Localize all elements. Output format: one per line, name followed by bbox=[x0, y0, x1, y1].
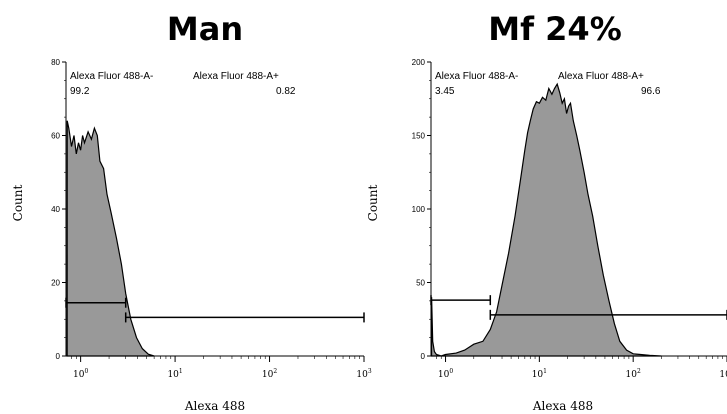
gate-value-pos-man: 0.82 bbox=[276, 86, 296, 97]
x-tick-label-man: 100 bbox=[73, 368, 88, 380]
y-axis-title-mf: Count bbox=[366, 184, 380, 222]
y-tick-label-mf: 100 bbox=[412, 205, 426, 214]
histogram-mf bbox=[430, 82, 662, 357]
y-axis-title-man: Count bbox=[11, 184, 25, 222]
y-tick-label-man: 40 bbox=[51, 205, 60, 214]
x-tick-label-man: 101 bbox=[167, 368, 182, 380]
y-tick-label-mf: 200 bbox=[412, 58, 426, 67]
x-tick-label-mf: 100 bbox=[438, 368, 453, 380]
x-axis-title-mf: Alexa 488 bbox=[532, 399, 594, 413]
x-axis-title-man: Alexa 488 bbox=[184, 399, 246, 413]
gate-value-pos-mf: 96.6 bbox=[641, 86, 661, 97]
x-tick-label-mf: 102 bbox=[626, 368, 641, 380]
panel-title-mf: Mf 24% bbox=[488, 10, 622, 48]
gate-value-neg-man: 99.2 bbox=[70, 86, 90, 97]
gate-label-pos-mf: Alexa Fluor 488-A+ bbox=[558, 71, 644, 82]
y-tick-label-man: 20 bbox=[51, 279, 60, 288]
y-tick-label-man: 80 bbox=[51, 58, 60, 67]
y-tick-label-mf: 50 bbox=[416, 279, 425, 288]
gate-label-neg-mf: Alexa Fluor 488-A- bbox=[435, 71, 519, 82]
x-tick-label-mf: 103 bbox=[719, 368, 727, 380]
y-tick-label-man: 60 bbox=[51, 132, 60, 141]
x-tick-label-man: 102 bbox=[262, 368, 277, 380]
y-tick-label-mf: 150 bbox=[412, 132, 426, 141]
y-tick-label-man: 0 bbox=[56, 352, 61, 361]
gate-label-pos-man: Alexa Fluor 488-A+ bbox=[193, 71, 279, 82]
gate-value-neg-mf: 3.45 bbox=[435, 86, 455, 97]
gate-label-neg-man: Alexa Fluor 488-A- bbox=[70, 71, 154, 82]
histogram-man bbox=[66, 120, 155, 357]
x-tick-label-man: 103 bbox=[356, 368, 371, 380]
x-tick-label-mf: 101 bbox=[532, 368, 547, 380]
y-tick-label-mf: 0 bbox=[421, 352, 426, 361]
panel-title-man: Man bbox=[166, 10, 244, 48]
